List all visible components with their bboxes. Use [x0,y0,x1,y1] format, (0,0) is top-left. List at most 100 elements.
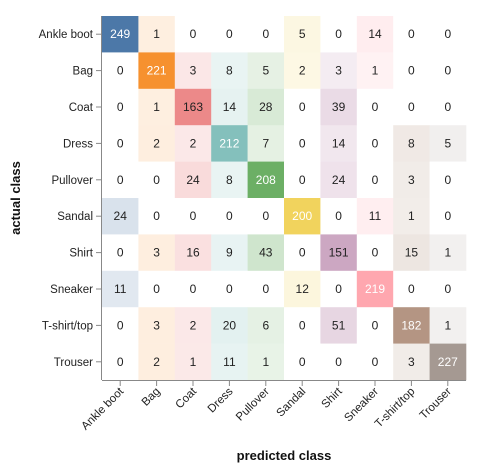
heatmap-cell [174,16,212,53]
heatmap-cell [393,88,430,126]
heatmap-cell [247,161,285,199]
heatmap-cell-label: 0 [117,64,124,78]
heatmap-cell-label: 0 [226,209,233,223]
heatmap-cell-label: 0 [408,64,415,78]
heatmap-cell-label: 208 [256,173,276,187]
heatmap-cell [247,270,285,308]
heatmap-cell-label: 14 [223,100,237,114]
y-axis-tick-label: Bag [73,66,93,78]
heatmap-cell-label: 8 [226,173,233,187]
heatmap-cell-label: 5 [262,64,269,78]
heatmap-cell-labels: 249 1 0 0 0 5 0 14 0 00 221 3 8 5 2 3 1 0 00 1 163 14 28 0 39 0 0 0… [110,27,458,369]
heatmap-cell [138,161,176,199]
heatmap-cell [174,198,212,235]
heatmap-cell-label: 0 [372,318,379,332]
heatmap-cell [429,52,467,90]
heatmap-cell [247,88,285,126]
heatmap-cell-label: 0 [335,355,342,369]
heatmap-cell-label: 0 [299,136,306,150]
heatmap-cell [356,343,394,381]
heatmap-cell-label: 2 [299,64,306,78]
heatmap-cell-label: 28 [259,100,273,114]
y-axis-tick-label: Sandal [57,211,93,223]
heatmap-cell-label: 0 [335,282,342,296]
heatmap-cell [138,16,176,53]
heatmap-cell [393,234,430,272]
heatmap-cell [138,234,176,272]
heatmap-cell [284,270,321,308]
heatmap-cell [102,198,139,235]
heatmap-cell [429,234,467,272]
heatmap-cell [138,198,176,235]
heatmap-cell-label: 0 [226,27,233,41]
heatmap-cell-label: 221 [147,64,167,78]
heatmap-cell-label: 3 [153,318,160,332]
heatmap-cell-label: 0 [299,355,306,369]
heatmap-cell [211,125,248,162]
heatmap-cell [356,270,394,308]
heatmap-cell-label: 219 [365,282,385,296]
heatmap-cell-label: 0 [117,246,124,260]
heatmap-cell [429,16,467,53]
heatmap-cell [356,88,394,126]
heatmap-cell [284,52,321,90]
x-axis-tick-label: T-shirt/top [373,386,418,431]
heatmap-cell [284,343,321,381]
heatmap-cell-label: 0 [262,209,269,223]
y-axis-tick-label: Coat [69,102,94,114]
heatmap-cell [356,161,394,199]
heatmap-cell-label: 163 [183,100,203,114]
heatmap-cell [320,234,358,272]
heatmap-cell-label: 0 [444,209,451,223]
heatmap-cell [247,234,285,272]
heatmap-cell [247,343,285,381]
heatmap-cell-label: 20 [223,318,237,332]
heatmap-cell [138,270,176,308]
y-axis-tick-label: Dress [63,138,93,150]
heatmap-cell [211,88,248,126]
heatmap-cell-label: 0 [372,246,379,260]
heatmap-cell-label: 0 [408,282,415,296]
y-axis-tick-label: Pullover [51,175,93,187]
heatmap-cell-label: 0 [372,136,379,150]
heatmap-cell [138,307,176,344]
heatmap-cell-label: 8 [408,136,415,150]
heatmap-cell-label: 7 [262,136,269,150]
heatmap-cell-label: 0 [444,173,451,187]
y-axis-tick-label: Ankle boot [39,29,94,41]
heatmap-cell [429,198,467,235]
heatmap-cell [320,343,358,381]
heatmap-cell-label: 182 [401,318,421,332]
heatmap-cell [102,270,139,308]
heatmap-cell-label: 0 [117,173,124,187]
heatmap-cell-label: 5 [444,136,451,150]
heatmap-cell [247,52,285,90]
heatmap-cell [320,88,358,126]
heatmap-cell [211,52,248,90]
heatmap-cell-label: 11 [223,355,236,369]
heatmap-cell [138,52,176,90]
heatmap-cell-label: 0 [408,100,415,114]
heatmap-cell-label: 11 [369,209,382,223]
heatmap-cell [174,343,212,381]
heatmap-cell [247,307,285,344]
heatmap-cell [174,307,212,344]
heatmap-cell-label: 0 [444,100,451,114]
heatmap-cell [320,52,358,90]
heatmap-cell-label: 9 [226,246,233,260]
heatmap-cell [174,52,212,90]
heatmap-cell-label: 0 [117,136,124,150]
heatmap-cell-label: 11 [114,282,127,296]
heatmap-cell-label: 39 [332,100,346,114]
heatmap-cell-label: 24 [114,209,128,223]
heatmap-cell [393,343,430,381]
heatmap-cell-label: 0 [262,27,269,41]
heatmap-cell-label: 0 [117,318,124,332]
heatmap-cell-label: 15 [405,246,419,260]
heatmap-cell [284,161,321,199]
heatmap-cell-label: 2 [190,136,197,150]
heatmap-cell [247,198,285,235]
heatmap-cell [356,307,394,344]
y-axis-ticks: Ankle boot Bag Coat Dress Pullover Sandal Shir… [39,29,102,369]
heatmap-cell [211,198,248,235]
